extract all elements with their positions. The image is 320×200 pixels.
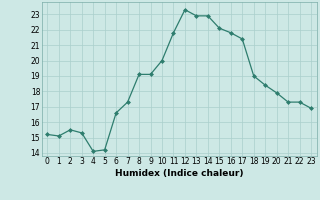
X-axis label: Humidex (Indice chaleur): Humidex (Indice chaleur) — [115, 169, 244, 178]
